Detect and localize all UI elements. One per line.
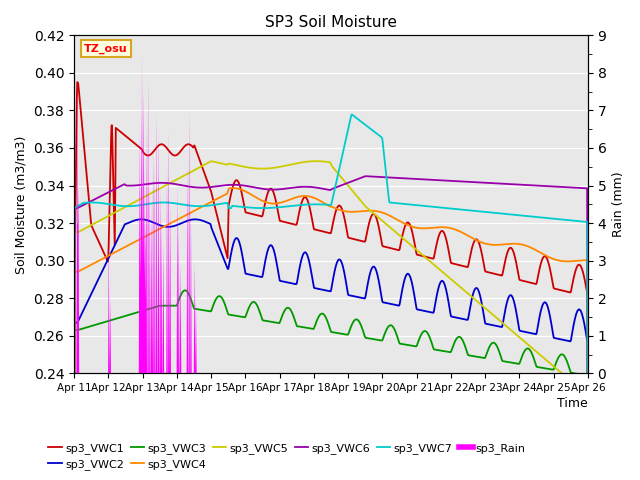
Y-axis label: Soil Moisture (m3/m3): Soil Moisture (m3/m3) — [15, 135, 28, 274]
Text: TZ_osu: TZ_osu — [84, 44, 128, 54]
Title: SP3 Soil Moisture: SP3 Soil Moisture — [265, 15, 397, 30]
Y-axis label: Rain (mm): Rain (mm) — [612, 171, 625, 237]
Text: Time: Time — [557, 397, 588, 410]
Legend: sp3_VWC1, sp3_VWC2, sp3_VWC3, sp3_VWC4, sp3_VWC5, sp3_VWC6, sp3_VWC7, sp3_Rain: sp3_VWC1, sp3_VWC2, sp3_VWC3, sp3_VWC4, … — [44, 438, 531, 474]
